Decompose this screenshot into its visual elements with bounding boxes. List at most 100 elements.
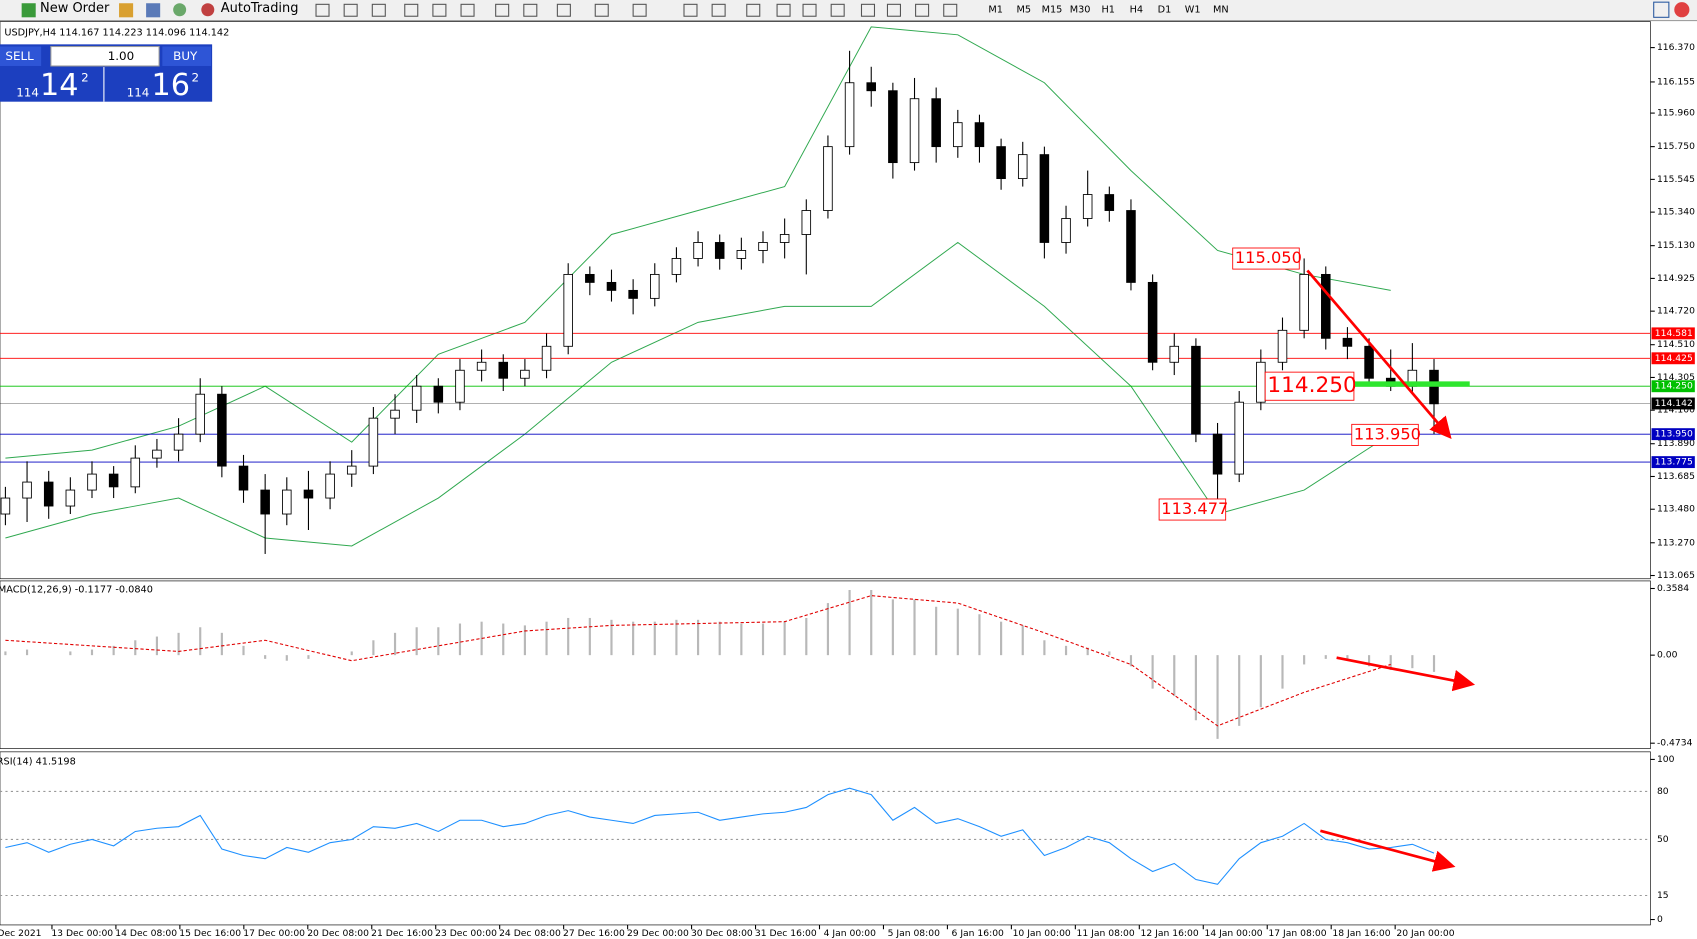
level-tag <box>1651 327 1695 340</box>
notifications[interactable] <box>1674 2 1690 18</box>
candle-body <box>1191 345 1201 435</box>
candle-body <box>1256 361 1266 403</box>
price-tick-label: 116.370 <box>1657 42 1695 53</box>
candle-body <box>953 122 963 148</box>
tool-icon[interactable] <box>860 3 876 17</box>
time-label: 17 Jan 08:00 <box>1268 928 1326 939</box>
price-tick-label: 113.890 <box>1657 438 1695 449</box>
chart-title: USDJPY,H4 114.167 114.223 114.096 114.14… <box>4 27 229 38</box>
tool-icon[interactable] <box>173 3 187 17</box>
new-order[interactable]: New Order <box>40 1 110 16</box>
candle-body <box>931 98 941 148</box>
tool-icon[interactable] <box>556 3 571 17</box>
timeframe[interactable]: M1 <box>988 5 1003 16</box>
candle-body <box>43 481 54 507</box>
lot[interactable]: 1.00 <box>108 49 134 63</box>
timeframe[interactable]: H1 <box>1101 5 1115 16</box>
candle-body <box>1082 194 1093 219</box>
tool-icon[interactable] <box>683 3 698 17</box>
timeframe[interactable]: MN <box>1213 5 1229 16</box>
buy-button[interactable] <box>162 46 212 66</box>
rsi-tick-label: 50 <box>1657 834 1669 845</box>
tool-icon[interactable] <box>915 3 930 17</box>
time-label: 24 Dec 08:00 <box>499 928 561 939</box>
timeframe[interactable]: W1 <box>1185 5 1201 16</box>
candle-body <box>476 361 487 371</box>
candle-body <box>974 122 985 148</box>
time-label: 15 Dec 16:00 <box>179 928 241 939</box>
tool-icon[interactable] <box>594 3 609 17</box>
tool-icon[interactable] <box>830 3 845 17</box>
candle-body <box>65 489 76 507</box>
level-tag <box>1651 456 1695 469</box>
tool-icon[interactable] <box>432 3 447 17</box>
trend-arrow <box>1336 656 1476 692</box>
time-label: 11 Jan 08:00 <box>1077 928 1135 939</box>
time-label: 23 Dec 00:00 <box>435 928 497 939</box>
candle-body <box>736 250 747 259</box>
tool-icon[interactable] <box>632 3 647 17</box>
timeframe[interactable]: M30 <box>1070 5 1091 16</box>
timeframe[interactable]: H4 <box>1130 5 1144 16</box>
tool-icon[interactable] <box>802 3 817 17</box>
trade-panel: SELL 1.00 BUY 114 14 2 114 16 2 <box>0 44 213 103</box>
autotrading-icon[interactable] <box>201 3 215 17</box>
rsi-line <box>5 787 1435 885</box>
sell-frac: 2 <box>81 70 89 84</box>
candle-body <box>714 242 725 259</box>
rsi-tick-label: 100 <box>1657 754 1675 765</box>
candle-body <box>1277 329 1288 363</box>
tool-icon[interactable] <box>711 3 726 17</box>
tool-icon[interactable] <box>776 3 791 17</box>
candle-body <box>1147 281 1158 363</box>
timeframe[interactable]: M5 <box>1017 5 1032 16</box>
macd-tick-label: 0.00 <box>1657 650 1678 661</box>
candle-body <box>1017 154 1028 180</box>
tool-icon[interactable] <box>746 3 761 17</box>
timeframe[interactable]: D1 <box>1158 5 1172 16</box>
candle-body <box>1342 337 1353 347</box>
tool-icon[interactable] <box>119 3 134 18</box>
time-label: 14 Dec 08:00 <box>115 928 177 939</box>
time-label: 21 Dec 16:00 <box>371 928 433 939</box>
price-tick-label: 113.685 <box>1657 471 1695 482</box>
tool-icon[interactable] <box>460 3 475 17</box>
tool-icon[interactable] <box>343 3 358 17</box>
tool-icon[interactable] <box>371 3 386 17</box>
candle-body <box>779 234 790 243</box>
level-tag <box>1651 352 1695 365</box>
tool-icon[interactable] <box>404 3 419 17</box>
sell[interactable]: SELL <box>5 49 34 63</box>
candle-body <box>1169 345 1180 363</box>
level-label: 114.425 <box>1655 353 1693 364</box>
annotation: 115.050 <box>1235 248 1302 267</box>
buy[interactable]: BUY <box>173 49 198 63</box>
new-order-icon[interactable] <box>21 3 36 18</box>
tool-icon[interactable] <box>523 3 538 17</box>
time-label: 4 Jan 00:00 <box>824 928 876 939</box>
annotation-box <box>1158 498 1227 521</box>
level-label: 114.250 <box>1655 381 1693 392</box>
autotrading[interactable]: AutoTrading <box>221 1 299 16</box>
time-label: 5 Jan 08:00 <box>888 928 940 939</box>
lot-input[interactable] <box>50 45 160 67</box>
annotation-box <box>1232 247 1300 270</box>
tool-icon[interactable] <box>495 3 510 17</box>
timeframe[interactable]: M15 <box>1042 5 1063 16</box>
macd-tick-label: -0.4734 <box>1657 738 1693 749</box>
search[interactable] <box>1653 1 1670 18</box>
tool-icon[interactable] <box>886 3 901 17</box>
sell-button[interactable] <box>0 46 42 66</box>
tool-icon[interactable] <box>315 3 330 17</box>
candle-body <box>173 433 184 451</box>
candle-body <box>801 210 812 235</box>
time-label: 17 Dec 00:00 <box>243 928 305 939</box>
time-label: 27 Dec 16:00 <box>563 928 625 939</box>
price-tick-label: 113.480 <box>1657 504 1695 515</box>
tool-icon[interactable] <box>146 3 161 18</box>
tool-icon[interactable] <box>943 3 958 17</box>
level-tag <box>1651 397 1695 410</box>
buy-big: 114 <box>127 86 150 100</box>
buy-pips: 16 <box>152 68 191 103</box>
